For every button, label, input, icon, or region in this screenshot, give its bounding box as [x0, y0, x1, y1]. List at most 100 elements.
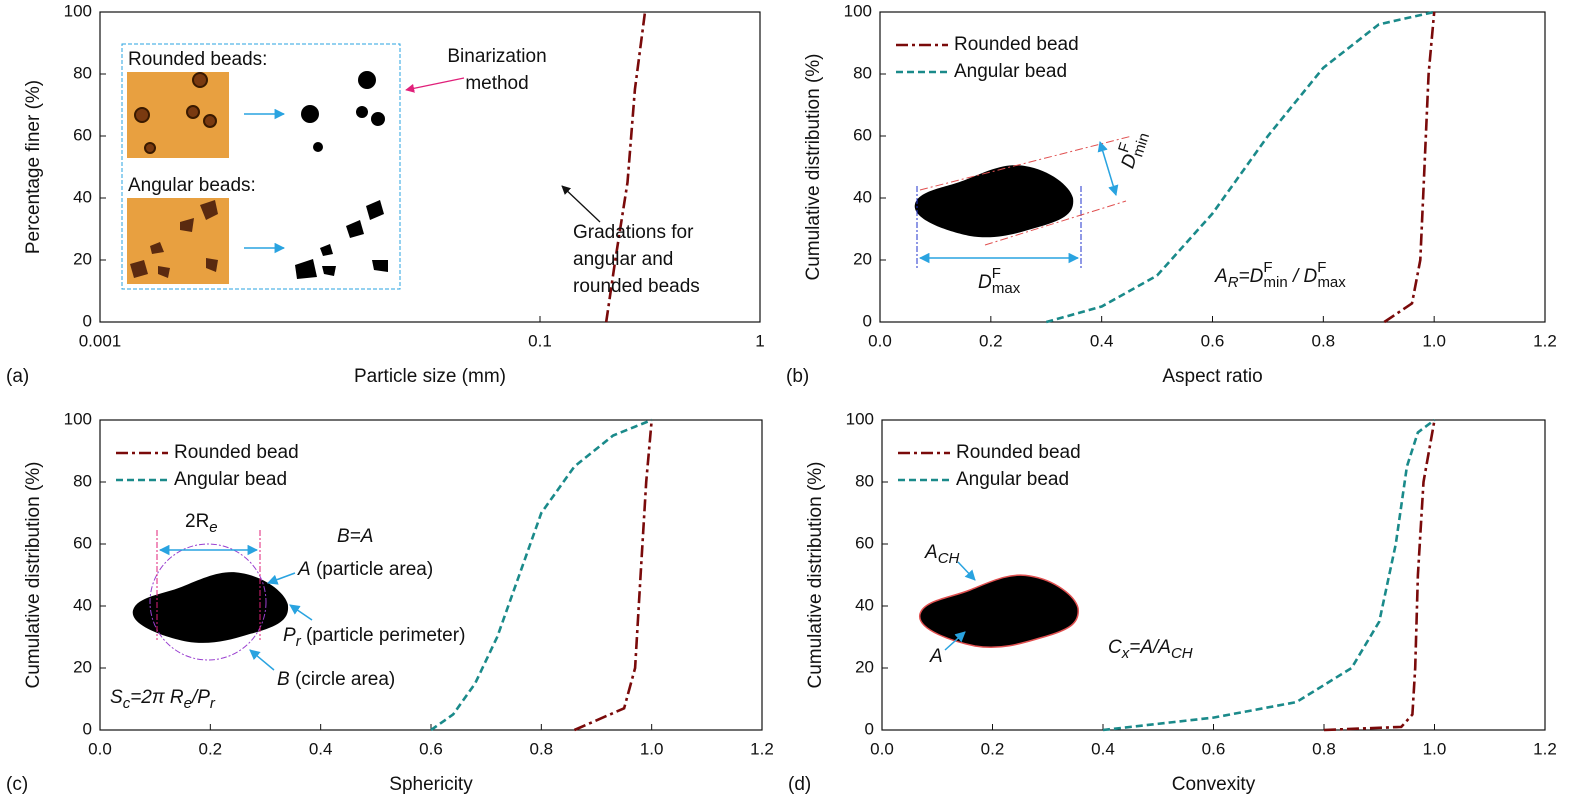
plot-frame — [99, 11, 761, 323]
inset — [121, 43, 601, 290]
annotation-part: CH — [938, 550, 960, 567]
data-line — [430, 418, 653, 732]
annotation-part: B — [277, 669, 290, 690]
annotation: B (circle area) — [277, 669, 395, 690]
y-tick-label: 60 — [73, 533, 92, 552]
x-tick-label: 1.2 — [750, 739, 774, 758]
panel-label: (d) — [788, 774, 811, 795]
convexity-sketch — [918, 561, 1079, 651]
y-tick-label: 100 — [846, 409, 874, 428]
annotation: Pr (particle perimeter) — [283, 625, 465, 650]
x-tick-label: 0.0 — [870, 739, 894, 758]
annotation-part: C — [1108, 637, 1122, 658]
legend-label: Angular bead — [954, 61, 1067, 82]
annotation-part: (circle area) — [290, 669, 396, 690]
x-tick-label: 0.0 — [88, 739, 112, 758]
y-axis-label: Cumulative distribution (%) — [23, 461, 44, 688]
x-axis-label: Sphericity — [389, 774, 473, 795]
annotation: Angular beads: — [128, 175, 256, 196]
annotation-part: Rounded beads: — [128, 49, 267, 70]
annotation-part: / D — [1288, 266, 1318, 287]
annotation-part: =A/A — [1129, 637, 1171, 658]
x-axis-label: Particle size (mm) — [354, 366, 506, 387]
x-tick-label: 1.0 — [1423, 739, 1447, 758]
annotation: B=A — [337, 526, 373, 547]
y-tick-label: 40 — [73, 187, 92, 206]
x-tick-label: 0.2 — [981, 739, 1005, 758]
y-tick-label: 80 — [853, 63, 872, 82]
annotation-part: D — [1118, 151, 1142, 171]
x-tick-label: 0.8 — [1312, 331, 1336, 350]
annotation: 2Re — [185, 511, 218, 536]
x-tick-label: 0.8 — [530, 739, 554, 758]
y-tick-label: 40 — [853, 187, 872, 206]
y-tick-label: 20 — [855, 657, 874, 676]
data-line — [573, 419, 653, 732]
y-tick-label: 0 — [863, 311, 872, 330]
annotation: AR=DF min / DF max — [1214, 259, 1346, 291]
data-line — [1323, 419, 1436, 732]
annotation-part: P — [283, 625, 296, 646]
annotation-part: =2π R — [130, 687, 184, 708]
legend-label: Rounded bead — [954, 34, 1079, 55]
annotation-part: F — [1263, 259, 1272, 276]
annotation-part: max — [992, 280, 1021, 297]
annotation-part: e — [209, 519, 217, 536]
annotation-part: F — [992, 265, 1001, 282]
annotation-part: F — [1317, 259, 1326, 276]
legend-label: Angular bead — [956, 469, 1069, 490]
y-tick-label: 60 — [853, 125, 872, 144]
y-tick-label: 60 — [73, 125, 92, 144]
x-tick-label: 0.8 — [1312, 739, 1336, 758]
y-tick-label: 100 — [844, 1, 872, 20]
y-tick-label: 80 — [73, 63, 92, 82]
x-tick-label: 1.0 — [640, 739, 664, 758]
x-tick-label: 0.4 — [309, 739, 333, 758]
y-tick-label: 100 — [64, 409, 92, 428]
x-tick-label: 0.1 — [528, 331, 552, 350]
annotation-part: A — [1214, 266, 1228, 287]
x-tick-label: 1.2 — [1533, 331, 1557, 350]
plot-frame — [881, 419, 1546, 731]
data-line — [1383, 11, 1436, 324]
y-tick-label: 80 — [855, 471, 874, 490]
x-tick-label: 0.4 — [1091, 739, 1115, 758]
annotation-part: r — [210, 695, 216, 712]
x-tick-label: 0.001 — [79, 331, 122, 350]
y-tick-label: 20 — [853, 249, 872, 268]
x-tick-label: 0.6 — [1201, 331, 1225, 350]
y-axis-label: Cumulative distribution (%) — [803, 53, 824, 280]
annotation: DF max — [978, 265, 1021, 297]
annotation: A — [929, 646, 943, 667]
x-tick-label: 0.0 — [868, 331, 892, 350]
x-tick-label: 0.6 — [419, 739, 443, 758]
x-tick-label: 0.2 — [199, 739, 223, 758]
annotation: DFmin — [1111, 126, 1153, 172]
annotation-part: x — [1121, 645, 1130, 662]
annotation-part: R — [1228, 274, 1239, 291]
panel-label: (b) — [786, 366, 809, 387]
y-tick-label: 40 — [73, 595, 92, 614]
x-axis-label: Aspect ratio — [1162, 366, 1262, 387]
annotation-part: (particle perimeter) — [301, 625, 466, 646]
y-tick-label: 40 — [855, 595, 874, 614]
annotation: Binarization — [447, 46, 546, 67]
legend-label: Rounded bead — [956, 442, 1081, 463]
annotation-part: B=A — [337, 526, 373, 547]
annotation-part: S — [110, 687, 123, 708]
y-tick-label: 20 — [73, 249, 92, 268]
legend-label: Rounded bead — [174, 442, 299, 463]
annotation-part: /P — [190, 687, 210, 708]
annotation: A (particle area) — [297, 559, 433, 580]
annotation-part: r — [296, 633, 302, 650]
annotation-part: (particle area) — [311, 559, 434, 580]
y-tick-label: 100 — [64, 1, 92, 20]
aspect-sketch — [914, 135, 1133, 268]
annotation-part: Angular beads: — [128, 175, 256, 196]
annotation-part: min — [1129, 131, 1153, 159]
annotation-part: D — [978, 272, 992, 293]
y-tick-label: 20 — [73, 657, 92, 676]
annotation: method — [465, 73, 528, 94]
y-tick-label: 80 — [73, 471, 92, 490]
data-line — [1102, 418, 1436, 732]
